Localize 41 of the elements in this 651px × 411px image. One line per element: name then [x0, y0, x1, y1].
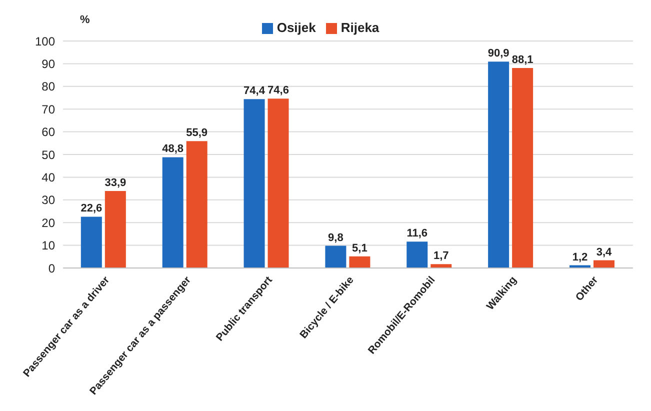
data-label: 3,4: [596, 246, 613, 258]
y-tick-label: 30: [42, 193, 56, 208]
data-label: 74,4: [244, 85, 266, 98]
bar: [430, 264, 452, 268]
bar: [593, 260, 614, 268]
y-tick-label: 40: [42, 170, 56, 184]
bar: [512, 68, 534, 268]
bar: [325, 246, 346, 268]
data-label: 1,2: [572, 251, 588, 264]
data-label: 9,8: [328, 232, 344, 244]
bar: [162, 157, 184, 268]
bar: [488, 62, 510, 268]
data-label: 55,9: [186, 127, 208, 140]
legend-label: Rijeka: [340, 20, 380, 35]
y-axis-title: %: [80, 14, 90, 26]
bar: [104, 191, 126, 268]
legend-label: Osijek: [276, 20, 316, 35]
y-tick-label: 80: [42, 80, 56, 94]
data-label: 88,1: [512, 54, 534, 66]
y-tick-label: 10: [42, 238, 56, 253]
y-tick-label: 60: [42, 125, 56, 140]
y-tick-label: 20: [42, 216, 56, 230]
y-tick-label: 90: [42, 56, 56, 71]
y-tick-label: 70: [42, 102, 56, 116]
bar: [244, 99, 265, 268]
data-label: 11,6: [406, 228, 428, 240]
bar: [186, 141, 208, 268]
bar: [349, 256, 370, 268]
y-tick-label: 0: [48, 261, 56, 276]
y-tick-label: 100: [34, 34, 56, 48]
data-label: 22,6: [80, 202, 102, 215]
bar: [80, 216, 102, 268]
data-label: 48,8: [162, 143, 184, 156]
data-label: 33,9: [104, 177, 126, 190]
bar: [406, 242, 428, 268]
bar: [268, 98, 289, 268]
data-label: 74,6: [268, 84, 289, 97]
data-label: 1,7: [433, 250, 449, 262]
data-label: 5,1: [352, 242, 368, 254]
data-label: 90,9: [488, 48, 510, 60]
y-tick-label: 50: [42, 148, 56, 162]
